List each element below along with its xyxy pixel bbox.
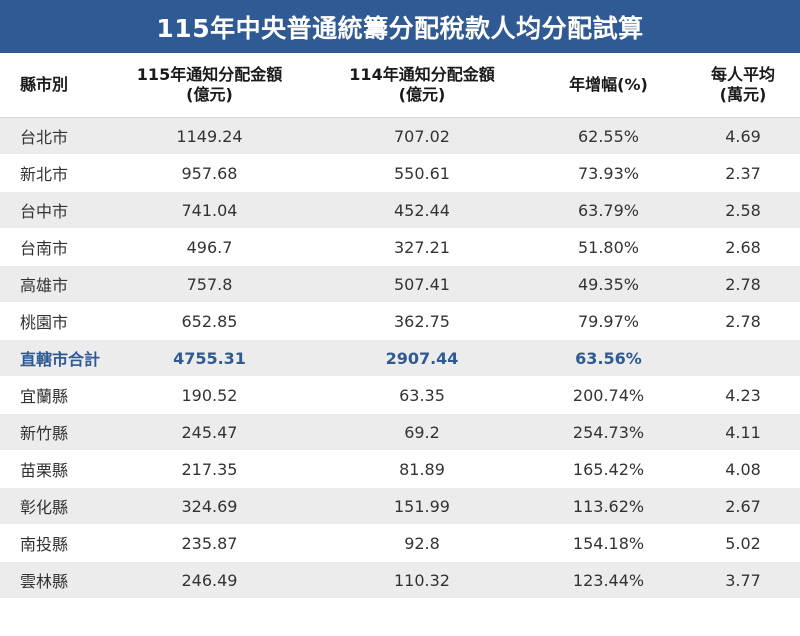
table-row: 雲林縣 246.49 110.32 123.44% 3.77 xyxy=(0,561,800,599)
cell-amount-114: 92.8 xyxy=(313,524,531,562)
cell-amount-115: 324.69 xyxy=(106,487,313,525)
header-per-capita-unit: (萬元) xyxy=(719,85,767,104)
cell-amount-114: 707.02 xyxy=(313,117,531,155)
cell-amount-115: 496.7 xyxy=(106,228,313,266)
header-amount-115-label: 115年通知分配金額 xyxy=(136,65,283,84)
cell-growth: 254.73% xyxy=(531,413,686,451)
cell-amount-114: 63.35 xyxy=(313,376,531,414)
cell-per-capita: 2.37 xyxy=(686,154,800,192)
cell-per-capita: 4.69 xyxy=(686,117,800,155)
cell-amount-115: 190.52 xyxy=(106,376,313,414)
cell-amount-114: 362.75 xyxy=(313,302,531,340)
cell-amount-115: 245.47 xyxy=(106,413,313,451)
cell-growth: 165.42% xyxy=(531,450,686,488)
cell-county: 桃園市 xyxy=(0,302,106,340)
cell-growth: 154.18% xyxy=(531,524,686,562)
cell-county: 新北市 xyxy=(0,154,106,192)
cell-county: 宜蘭縣 xyxy=(0,376,106,414)
cell-amount-115: 957.68 xyxy=(106,154,313,192)
cell-amount-115: 4755.31 xyxy=(106,339,313,377)
table-body: 台北市 1149.24 707.02 62.55% 4.69 新北市 957.6… xyxy=(0,117,800,636)
header-growth: 年增幅(%) xyxy=(531,53,686,118)
table-row: 台南市 496.7 327.21 51.80% 2.68 xyxy=(0,228,800,266)
cell-amount-114: 110.32 xyxy=(313,561,531,599)
cell-growth: 200.74% xyxy=(531,376,686,414)
cell-county: 台北市 xyxy=(0,117,106,155)
header-amount-114-label: 114年通知分配金額 xyxy=(349,65,495,84)
subtotal-row: 直轄市合計 4755.31 2907.44 63.56% xyxy=(0,339,800,377)
cell-amount-115: 217.35 xyxy=(106,450,313,488)
table-row: 台北市 1149.24 707.02 62.55% 4.69 xyxy=(0,117,800,155)
cell-amount-115: 235.87 xyxy=(106,524,313,562)
header-county-label: 縣市別 xyxy=(20,75,69,94)
cell-county: 雲林縣 xyxy=(0,561,106,599)
cell-county: 新竹縣 xyxy=(0,413,106,451)
table-row: 新北市 957.68 550.61 73.93% 2.37 xyxy=(0,154,800,192)
cell-growth: 123.44% xyxy=(531,561,686,599)
cell-amount-114: 151.99 xyxy=(313,487,531,525)
cell-growth: 63.79% xyxy=(531,191,686,229)
table-row: 新竹縣 245.47 69.2 254.73% 4.11 xyxy=(0,413,800,451)
header-amount-115: 115年通知分配金額 (億元) xyxy=(106,53,313,118)
table-row: 南投縣 235.87 92.8 154.18% 5.02 xyxy=(0,524,800,562)
table-row: 台中市 741.04 452.44 63.79% 2.58 xyxy=(0,191,800,229)
cell-growth: 79.97% xyxy=(531,302,686,340)
cell-county: 彰化縣 xyxy=(0,487,106,525)
header-per-capita-label: 每人平均 xyxy=(710,65,775,84)
cell-county: 南投縣 xyxy=(0,524,106,562)
header-amount-114-unit: (億元) xyxy=(398,85,446,104)
cell-county: 苗栗縣 xyxy=(0,450,106,488)
cell-growth: 113.62% xyxy=(531,487,686,525)
cell-per-capita: 2.68 xyxy=(686,228,800,266)
cell-amount-115: 652.85 xyxy=(106,302,313,340)
cell-amount-115: 246.49 xyxy=(106,561,313,599)
cell-per-capita: 3.77 xyxy=(686,561,800,599)
cell-growth: 51.80% xyxy=(531,228,686,266)
allocation-table: 縣市別 115年通知分配金額 (億元) 114年通知分配金額 (億元) 年增幅(… xyxy=(0,53,800,636)
table-row: 宜蘭縣 190.52 63.35 200.74% 4.23 xyxy=(0,376,800,414)
cell-per-capita: 4.11 xyxy=(686,413,800,451)
title-bar: 115年中央普通統籌分配稅款人均分配試算 xyxy=(0,0,800,53)
header-amount-115-unit: (億元) xyxy=(186,85,233,104)
header-county: 縣市別 xyxy=(0,53,106,118)
cell-amount-115: 1149.24 xyxy=(106,117,313,155)
table-row: 桃園市 652.85 362.75 79.97% 2.78 xyxy=(0,302,800,340)
cell-amount-114: 507.41 xyxy=(313,265,531,303)
cell-growth: 49.35% xyxy=(531,265,686,303)
header-row: 縣市別 115年通知分配金額 (億元) 114年通知分配金額 (億元) 年增幅(… xyxy=(0,53,800,118)
cell-amount-114: 327.21 xyxy=(313,228,531,266)
cell-per-capita: 2.67 xyxy=(686,487,800,525)
table-row: 苗栗縣 217.35 81.89 165.42% 4.08 xyxy=(0,450,800,488)
cell-county: 直轄市合計 xyxy=(0,339,106,377)
cell-per-capita: 4.08 xyxy=(686,450,800,488)
cell-per-capita: 2.58 xyxy=(686,191,800,229)
table-row: 高雄市 757.8 507.41 49.35% 2.78 xyxy=(0,265,800,303)
table-header: 縣市別 115年通知分配金額 (億元) 114年通知分配金額 (億元) 年增幅(… xyxy=(0,53,800,118)
cell-growth: 62.55% xyxy=(531,117,686,155)
cell-amount-114: 81.89 xyxy=(313,450,531,488)
cell-amount-114: 550.61 xyxy=(313,154,531,192)
cell-per-capita: 4.23 xyxy=(686,376,800,414)
cell-per-capita: 5.02 xyxy=(686,524,800,562)
cell-growth: 63.56% xyxy=(531,339,686,377)
cell-growth: 73.93% xyxy=(531,154,686,192)
header-growth-label: 年增幅(%) xyxy=(569,75,648,94)
cell-amount-114: 69.2 xyxy=(313,413,531,451)
cell-amount-115: 741.04 xyxy=(106,191,313,229)
cell-county: 高雄市 xyxy=(0,265,106,303)
page-title: 115年中央普通統籌分配稅款人均分配試算 xyxy=(156,13,644,43)
cell-per-capita xyxy=(686,339,800,377)
table-row: 彰化縣 324.69 151.99 113.62% 2.67 xyxy=(0,487,800,525)
cell-amount-114: 452.44 xyxy=(313,191,531,229)
header-amount-114: 114年通知分配金額 (億元) xyxy=(313,53,531,118)
cell-county: 台中市 xyxy=(0,191,106,229)
cell-per-capita: 2.78 xyxy=(686,302,800,340)
table-row-cut-off xyxy=(0,598,800,636)
cell-amount-115: 757.8 xyxy=(106,265,313,303)
cell-amount-114: 2907.44 xyxy=(313,339,531,377)
header-per-capita: 每人平均 (萬元) xyxy=(686,53,800,118)
cell-county: 台南市 xyxy=(0,228,106,266)
cell-per-capita: 2.78 xyxy=(686,265,800,303)
